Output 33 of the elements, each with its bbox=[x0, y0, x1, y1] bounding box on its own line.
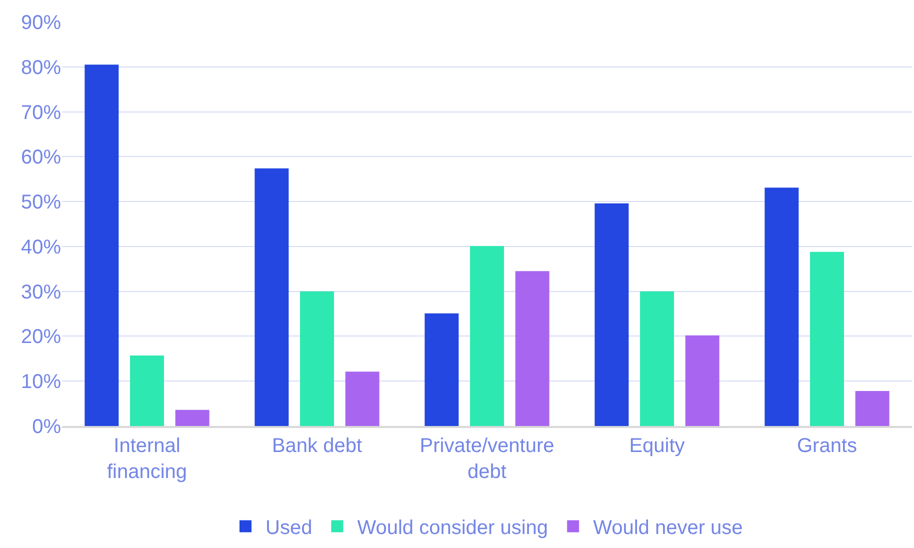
bar bbox=[855, 390, 890, 426]
bar bbox=[470, 246, 504, 426]
bar bbox=[254, 168, 289, 426]
legend-label: Would consider using bbox=[357, 517, 548, 540]
bar bbox=[810, 252, 844, 426]
legend-label: Used bbox=[266, 517, 312, 540]
x-tick-label: Equity bbox=[629, 434, 685, 457]
y-tick-label: 60% bbox=[20, 146, 62, 169]
x-tick-label: Private/venture debt bbox=[420, 434, 554, 483]
bar bbox=[84, 64, 119, 426]
y-tick-label: 70% bbox=[20, 102, 62, 124]
y-tick-label: 0% bbox=[32, 416, 62, 438]
legend-label: Would never use bbox=[593, 517, 743, 540]
y-tick-label: 20% bbox=[20, 326, 62, 348]
x-tick-label: Internal financing bbox=[106, 434, 188, 483]
x-tick-label: Grants bbox=[796, 434, 858, 457]
y-tick-label: 80% bbox=[20, 56, 62, 79]
bar bbox=[130, 356, 164, 426]
y-tick-label: 40% bbox=[20, 236, 62, 258]
y-tick-label: 30% bbox=[20, 281, 62, 304]
bar bbox=[300, 291, 334, 426]
y-tick-label: 50% bbox=[20, 192, 62, 214]
bar bbox=[424, 313, 459, 426]
bar bbox=[345, 372, 380, 426]
bar bbox=[640, 291, 674, 426]
y-tick-label: 90% bbox=[20, 12, 62, 34]
bar bbox=[515, 271, 550, 426]
bar bbox=[764, 188, 799, 426]
x-tick-label: Bank debt bbox=[272, 434, 362, 457]
bar bbox=[685, 335, 720, 426]
bar bbox=[175, 410, 210, 426]
bar bbox=[594, 203, 629, 426]
y-tick-label: 10% bbox=[20, 371, 62, 394]
